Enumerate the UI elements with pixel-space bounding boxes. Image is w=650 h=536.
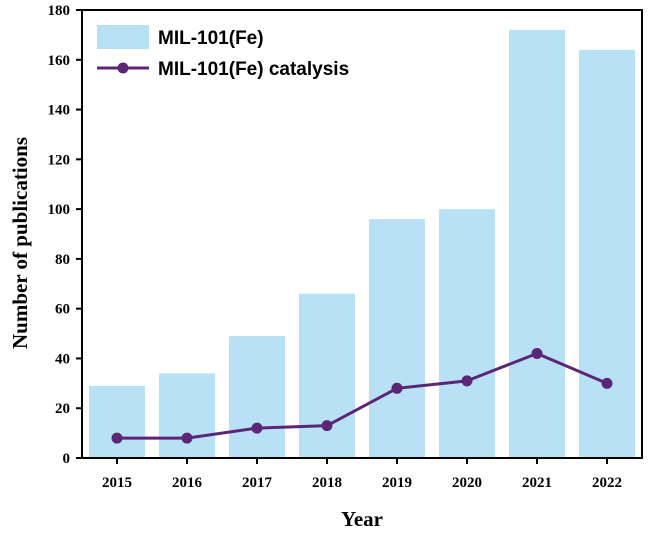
catalysis-point-2021 bbox=[531, 347, 543, 359]
y-tick-label-60: 60 bbox=[55, 302, 70, 318]
bar-2019 bbox=[369, 219, 425, 458]
y-tick-label-160: 160 bbox=[48, 53, 71, 69]
catalysis-series-line bbox=[117, 351, 608, 440]
y-tick-label-80: 80 bbox=[55, 252, 70, 268]
legend-label-mil-101-fe-catalysis: MIL-101(Fe) catalysis bbox=[158, 59, 349, 80]
x-tick-label-2018: 2018 bbox=[312, 475, 342, 491]
y-axis-title: Number of publications bbox=[8, 137, 32, 349]
catalysis-point-2022 bbox=[601, 377, 613, 389]
catalysis-point-2016 bbox=[181, 432, 193, 444]
y-tick-label-0: 0 bbox=[63, 451, 71, 467]
bars-layer bbox=[89, 29, 635, 459]
catalysis-point-2019 bbox=[391, 382, 403, 394]
bar-2018 bbox=[299, 293, 355, 458]
legend-bar-swatch bbox=[97, 25, 149, 49]
x-tick-label-2022: 2022 bbox=[592, 475, 622, 491]
catalysis-point-2017 bbox=[251, 422, 263, 434]
y-tick-label-140: 140 bbox=[48, 103, 71, 119]
bar-2017 bbox=[229, 336, 285, 458]
legend: MIL-101(Fe) MIL-101(Fe) catalysis bbox=[97, 25, 349, 80]
x-axis-title: Year bbox=[341, 507, 383, 531]
y-tick-label-40: 40 bbox=[55, 351, 70, 367]
bar-2022 bbox=[579, 49, 635, 458]
legend-marker-swatch bbox=[117, 62, 129, 74]
bar-2015 bbox=[89, 385, 145, 458]
bar-2016 bbox=[159, 373, 215, 458]
y-tick-label-100: 100 bbox=[48, 202, 71, 218]
catalysis-point-2020 bbox=[461, 375, 473, 387]
y-tick-label-20: 20 bbox=[55, 401, 70, 417]
catalysis-point-2018 bbox=[321, 420, 333, 432]
line-layer bbox=[111, 347, 613, 444]
x-tick-label-2015: 2015 bbox=[102, 475, 132, 491]
x-tick-label-2016: 2016 bbox=[172, 475, 203, 491]
y-tick-label-180: 180 bbox=[48, 3, 71, 19]
axes-layer: 0 20 40 60 80 100 120 140 160 180 2015 2016 2017 2018… bbox=[48, 3, 643, 491]
y-tick-label-120: 120 bbox=[48, 152, 71, 168]
bar-2021 bbox=[509, 29, 565, 459]
x-tick-label-2017: 2017 bbox=[242, 475, 273, 491]
x-tick-label-2019: 2019 bbox=[382, 475, 412, 491]
plot-frame bbox=[81, 9, 643, 459]
bar-2020 bbox=[439, 209, 495, 458]
legend-label-mil-101-fe: MIL-101(Fe) bbox=[158, 28, 264, 49]
x-tick-label-2021: 2021 bbox=[522, 475, 552, 491]
x-tick-label-2020: 2020 bbox=[452, 475, 482, 491]
catalysis-point-2015 bbox=[111, 432, 123, 444]
